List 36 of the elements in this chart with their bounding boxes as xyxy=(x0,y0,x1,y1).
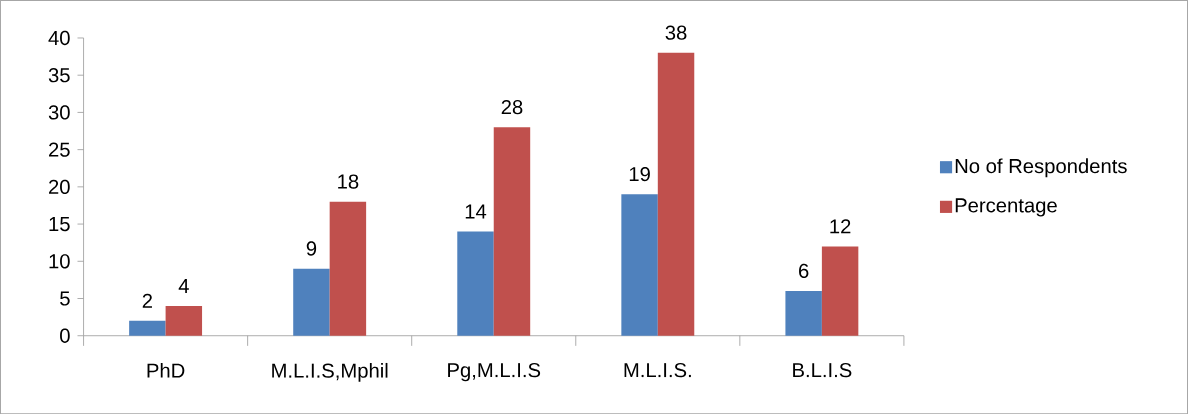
y-tick-label: 30 xyxy=(48,105,70,120)
bar xyxy=(329,201,367,336)
x-tick-label: PhD xyxy=(147,362,185,378)
y-tick-label: 40 xyxy=(48,30,70,46)
y-tick-label: 35 xyxy=(48,67,70,83)
bar xyxy=(621,194,658,336)
data-label: 19 xyxy=(629,166,650,182)
legend-label: No of Respondents xyxy=(955,158,1127,178)
bar xyxy=(821,246,859,336)
data-label: 2 xyxy=(142,293,152,308)
x-tick-label: M.L.I.S,Mphil xyxy=(272,362,388,382)
x-tick-label: M.L.I.S. xyxy=(624,362,691,378)
bar xyxy=(129,320,166,336)
x-tick-label: Pg,M.L.I.S xyxy=(448,362,541,382)
bar xyxy=(785,290,822,336)
bar xyxy=(457,231,494,336)
data-label: 28 xyxy=(501,99,523,115)
bar xyxy=(293,268,330,336)
y-tick-label: 25 xyxy=(49,142,70,157)
data-label: 4 xyxy=(178,278,189,293)
x-tick-label: B.L.I.S xyxy=(793,362,852,378)
data-label: 6 xyxy=(799,263,809,278)
bar xyxy=(493,127,531,336)
data-label: 14 xyxy=(465,204,487,219)
bar xyxy=(165,305,203,336)
y-tick-label: 5 xyxy=(60,291,70,306)
y-tick-label: 0 xyxy=(60,328,70,343)
y-tick-label: 20 xyxy=(49,179,70,194)
data-label: 9 xyxy=(306,241,317,256)
y-tick-label: 15 xyxy=(49,216,70,232)
y-tick-label: 10 xyxy=(49,254,70,269)
bar xyxy=(657,52,695,336)
legend-label: Percentage xyxy=(955,198,1057,217)
data-label: 12 xyxy=(830,219,851,234)
data-label: 38 xyxy=(665,25,687,40)
data-label: 18 xyxy=(338,174,359,189)
